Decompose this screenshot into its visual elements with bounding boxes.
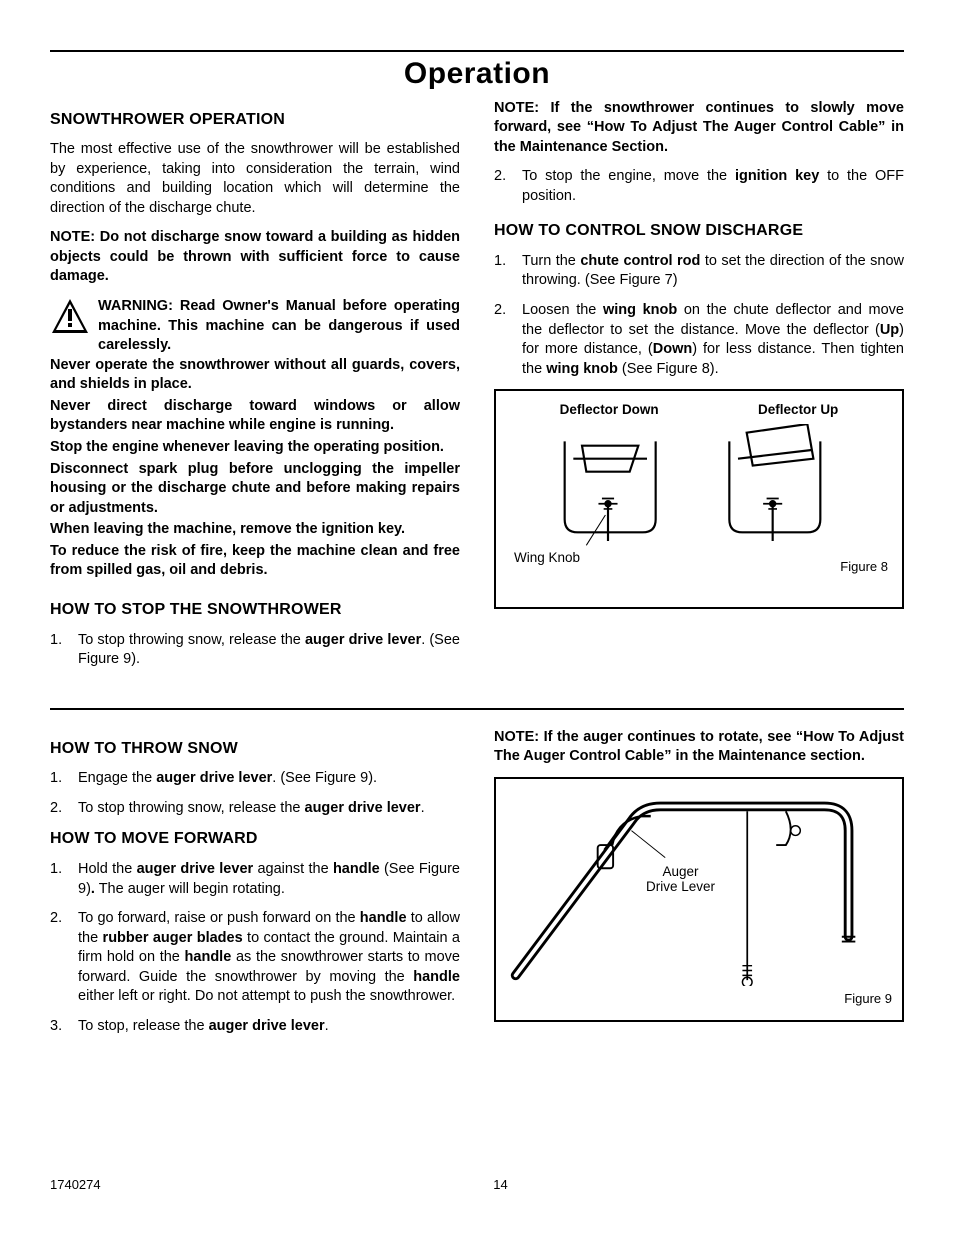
list-number: 2.: [494, 167, 522, 206]
list-number: 1.: [494, 252, 522, 291]
lower-columns: HOW TO THROW SNOW 1. Engage the auger dr…: [50, 728, 904, 1047]
warning-list: Never operate the snowthrower without al…: [50, 356, 460, 581]
warn-line-6: To reduce the risk of fire, keep the mac…: [50, 542, 460, 581]
warning-icon: [50, 297, 90, 337]
list-text: Hold the auger drive lever against the h…: [78, 860, 460, 899]
throw-list: 1. Engage the auger drive lever. (See Fi…: [50, 769, 460, 818]
top-rule: [50, 50, 904, 52]
section-discharge: HOW TO CONTROL SNOW DISCHARGE: [494, 220, 904, 242]
warn-line-1: Never operate the snowthrower without al…: [50, 356, 460, 395]
engine-stop-item: 2. To stop the engine, move the ignition…: [494, 167, 904, 206]
list-text: To stop throwing snow, release the auger…: [78, 631, 460, 670]
list-number: 2.: [494, 301, 522, 379]
section-throw: HOW TO THROW SNOW: [50, 738, 460, 760]
deflector-labels: Deflector Down Deflector Up: [510, 401, 888, 419]
label-deflector-up: Deflector Up: [758, 401, 838, 419]
label-deflector-down: Deflector Down: [560, 401, 659, 419]
forward-item-2: 2. To go forward, raise or push forward …: [50, 909, 460, 1007]
warn-line-2: Never direct discharge toward windows or…: [50, 397, 460, 436]
list-text: To stop throwing snow, release the auger…: [78, 799, 460, 819]
stop-item-1: 1. To stop throwing snow, release the au…: [50, 631, 460, 670]
list-number: 1.: [50, 769, 78, 789]
label-wing-knob: Wing Knob: [514, 549, 580, 567]
warn-line-5: When leaving the machine, remove the ign…: [50, 520, 460, 540]
discharge-item-1: 1. Turn the chute control rod to set the…: [494, 252, 904, 291]
warn-line-4: Disconnect spark plug before unclogging …: [50, 460, 460, 519]
warning-lead: WARNING: Read Owner's Manual before oper…: [98, 297, 460, 356]
list-number: 1.: [50, 631, 78, 670]
list-text: To stop, release the auger drive lever.: [78, 1017, 460, 1037]
page-title: Operation: [50, 54, 904, 95]
list-number: 3.: [50, 1017, 78, 1037]
col-left-top: SNOWTHROWER OPERATION The most effective…: [50, 99, 460, 680]
page-number: 14: [493, 1176, 507, 1194]
list-number: 2.: [50, 799, 78, 819]
forward-list: 1. Hold the auger drive lever against th…: [50, 860, 460, 1037]
figure-8-svg: [510, 424, 888, 554]
section-snowthrower-op: SNOWTHROWER OPERATION: [50, 109, 460, 131]
forward-item-3: 3. To stop, release the auger drive leve…: [50, 1017, 460, 1037]
stop-list: 1. To stop throwing snow, release the au…: [50, 631, 460, 670]
list-text: To stop the engine, move the ignition ke…: [522, 167, 904, 206]
forward-item-1: 1. Hold the auger drive lever against th…: [50, 860, 460, 899]
discharge-item-2: 2. Loosen the wing knob on the chute def…: [494, 301, 904, 379]
warn-line-3: Stop the engine whenever leaving the ope…: [50, 438, 460, 458]
note-slow-forward: NOTE: If the snowthrower continues to sl…: [494, 99, 904, 158]
list-text: To go forward, raise or push forward on …: [78, 909, 460, 1007]
col-right-bot: NOTE: If the auger continues to rotate, …: [494, 728, 904, 1047]
label-auger-lever: Auger Drive Lever: [646, 864, 715, 895]
discharge-list: 1. Turn the chute control rod to set the…: [494, 252, 904, 379]
figure-8-box: Deflector Down Deflector Up: [494, 389, 904, 609]
section-forward: HOW TO MOVE FORWARD: [50, 828, 460, 850]
section-stop: HOW TO STOP THE SNOWTHROWER: [50, 599, 460, 621]
note-building: NOTE: Do not discharge snow toward a bui…: [50, 228, 460, 287]
col-left-bot: HOW TO THROW SNOW 1. Engage the auger dr…: [50, 728, 460, 1047]
warning-row: WARNING: Read Owner's Manual before oper…: [50, 297, 460, 356]
throw-item-2: 2. To stop throwing snow, release the au…: [50, 799, 460, 819]
list-number: 1.: [50, 860, 78, 899]
list-number: 2.: [50, 909, 78, 1007]
list-text: Loosen the wing knob on the chute deflec…: [522, 301, 904, 379]
list-text: Turn the chute control rod to set the di…: [522, 252, 904, 291]
upper-columns: SNOWTHROWER OPERATION The most effective…: [50, 99, 904, 680]
page-footer: 1740274 14 .: [50, 1176, 904, 1194]
figure-9-box: Auger Drive Lever Figure 9: [494, 777, 904, 1022]
mid-rule: [50, 708, 904, 710]
list-text: Engage the auger drive lever. (See Figur…: [78, 769, 460, 789]
note-auger-rotate: NOTE: If the auger continues to rotate, …: [494, 728, 904, 767]
throw-item-1: 1. Engage the auger drive lever. (See Fi…: [50, 769, 460, 789]
col-right-top: NOTE: If the snowthrower continues to sl…: [494, 99, 904, 680]
engine-stop-list: 2. To stop the engine, move the ignition…: [494, 167, 904, 206]
doc-number: 1740274: [50, 1176, 101, 1194]
figure-9-caption: Figure 9: [506, 990, 892, 1008]
intro-paragraph: The most effective use of the snowthrowe…: [50, 140, 460, 218]
